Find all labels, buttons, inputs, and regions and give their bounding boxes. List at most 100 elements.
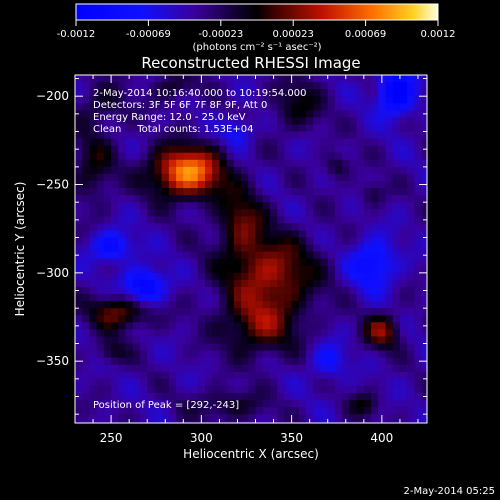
heatmap-cell bbox=[378, 301, 387, 309]
heatmap-cell bbox=[132, 400, 141, 408]
heatmap-cell bbox=[262, 82, 271, 90]
heatmap-cell bbox=[233, 202, 242, 210]
heatmap-cell bbox=[269, 152, 278, 161]
heatmap-cell bbox=[306, 322, 314, 330]
heatmap-cell bbox=[392, 103, 401, 111]
heatmap-cell bbox=[147, 350, 156, 359]
heatmap-cell bbox=[125, 315, 134, 323]
heatmap-cell bbox=[82, 82, 91, 90]
heatmap-cell bbox=[334, 265, 343, 274]
heatmap-cell bbox=[132, 414, 141, 422]
heatmap-cell bbox=[407, 251, 415, 260]
heatmap-cell bbox=[378, 350, 387, 359]
heatmap-cell bbox=[291, 350, 300, 359]
heatmap-cell bbox=[75, 301, 83, 309]
heatmap-cell bbox=[414, 195, 423, 203]
heatmap-cell bbox=[356, 131, 365, 140]
heatmap-cell bbox=[277, 195, 285, 203]
heatmap-cell bbox=[385, 124, 394, 133]
heatmap-cell bbox=[176, 152, 184, 161]
heatmap-cell bbox=[226, 110, 235, 118]
heatmap-cell bbox=[96, 131, 105, 140]
heatmap-cell bbox=[204, 343, 213, 352]
heatmap-cell bbox=[385, 392, 394, 401]
heatmap-cell bbox=[118, 237, 127, 246]
heatmap-cell bbox=[118, 414, 127, 422]
heatmap-cell bbox=[103, 378, 112, 387]
heatmap-cell bbox=[241, 145, 249, 154]
heatmap-cell bbox=[414, 188, 423, 196]
heatmap-cell bbox=[277, 103, 285, 111]
heatmap-cell bbox=[161, 392, 170, 401]
heatmap-cell bbox=[204, 286, 213, 295]
heatmap-cell bbox=[399, 230, 408, 239]
heatmap-cell bbox=[190, 407, 199, 415]
heatmap-cell bbox=[378, 336, 387, 345]
heatmap-cell bbox=[212, 202, 221, 210]
heatmap-cell bbox=[363, 357, 372, 366]
heatmap-cell bbox=[342, 209, 350, 217]
heatmap-cell bbox=[212, 131, 221, 140]
heatmap-cell bbox=[190, 322, 199, 330]
heatmap-cell bbox=[212, 103, 221, 111]
heatmap-cell bbox=[363, 223, 372, 232]
heatmap-cell bbox=[414, 180, 423, 189]
heatmap-cell bbox=[385, 301, 394, 309]
heatmap-cell bbox=[334, 343, 343, 352]
heatmap-cell bbox=[349, 82, 358, 90]
heatmap-cell bbox=[298, 343, 307, 352]
heatmap-cell bbox=[385, 258, 394, 267]
heatmap-cell bbox=[277, 294, 285, 302]
heatmap-cell bbox=[190, 103, 199, 111]
heatmap-cell bbox=[212, 392, 221, 401]
heatmap-cell bbox=[407, 294, 415, 302]
heatmap-cell bbox=[154, 336, 163, 345]
heatmap-cell bbox=[392, 216, 401, 224]
heatmap-cell bbox=[132, 159, 141, 168]
heatmap-cell bbox=[111, 89, 119, 97]
heatmap-cell bbox=[421, 223, 427, 232]
heatmap-cell bbox=[241, 364, 249, 373]
heatmap-cell bbox=[320, 195, 329, 203]
heatmap-cell bbox=[298, 378, 307, 387]
heatmap-cell bbox=[183, 322, 192, 330]
heatmap-cell bbox=[118, 145, 127, 154]
heatmap-cell bbox=[183, 159, 192, 168]
heatmap-cell bbox=[103, 400, 112, 408]
heatmap-cell bbox=[248, 364, 257, 373]
heatmap-cell bbox=[111, 103, 119, 111]
heatmap-cell bbox=[414, 209, 423, 217]
heatmap-cell bbox=[111, 96, 119, 104]
heatmap-cell bbox=[306, 117, 314, 126]
heatmap-cell bbox=[197, 180, 206, 189]
heatmap-cell bbox=[414, 159, 423, 168]
heatmap-cell bbox=[147, 315, 156, 323]
heatmap-cell bbox=[89, 279, 98, 288]
heatmap-cell bbox=[190, 230, 199, 239]
heatmap-cell bbox=[334, 230, 343, 239]
heatmap-cell bbox=[284, 188, 293, 196]
heatmap-cell bbox=[320, 301, 329, 309]
heatmap-cell bbox=[154, 308, 163, 316]
heatmap-cell bbox=[161, 166, 170, 175]
heatmap-cell bbox=[161, 258, 170, 267]
heatmap-cell bbox=[284, 279, 293, 288]
heatmap-cell bbox=[154, 371, 163, 380]
heatmap-cell bbox=[147, 265, 156, 274]
heatmap-cell bbox=[313, 392, 322, 401]
heatmap-cell bbox=[176, 202, 184, 210]
heatmap-cell bbox=[284, 82, 293, 90]
heatmap-cell bbox=[82, 180, 91, 189]
heatmap-cell bbox=[255, 166, 264, 175]
heatmap-cell bbox=[421, 421, 427, 423]
heatmap-cell bbox=[421, 159, 427, 168]
heatmap-cell bbox=[147, 251, 156, 260]
heatmap-cell bbox=[407, 357, 415, 366]
heatmap-cell bbox=[356, 286, 365, 295]
heatmap-cell bbox=[306, 414, 314, 422]
heatmap-cell bbox=[306, 82, 314, 90]
heatmap-cell bbox=[277, 188, 285, 196]
heatmap-cell bbox=[306, 209, 314, 217]
heatmap-cell bbox=[327, 166, 336, 175]
heatmap-cell bbox=[298, 357, 307, 366]
